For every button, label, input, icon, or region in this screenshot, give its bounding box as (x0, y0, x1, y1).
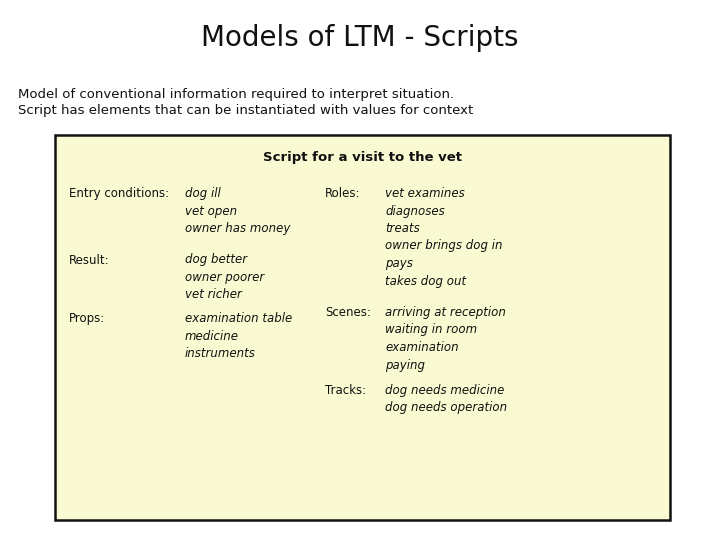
Text: instruments: instruments (185, 347, 256, 360)
Text: Props:: Props: (69, 312, 105, 325)
Text: owner has money: owner has money (185, 222, 290, 235)
Text: diagnoses: diagnoses (385, 205, 445, 218)
Text: takes dog out: takes dog out (385, 274, 466, 287)
Text: dog needs operation: dog needs operation (385, 402, 507, 415)
Text: Scenes:: Scenes: (325, 306, 371, 319)
Text: vet open: vet open (185, 205, 237, 218)
Text: Tracks:: Tracks: (325, 384, 366, 397)
Text: dog ill: dog ill (185, 187, 221, 200)
Text: owner poorer: owner poorer (185, 271, 264, 284)
Text: Result:: Result: (69, 253, 109, 267)
FancyBboxPatch shape (55, 135, 670, 520)
Text: Model of conventional information required to interpret situation.: Model of conventional information requir… (18, 88, 454, 101)
Text: examination: examination (385, 341, 459, 354)
Text: paying: paying (385, 359, 425, 372)
Text: Script for a visit to the vet: Script for a visit to the vet (263, 151, 462, 164)
Text: Script has elements that can be instantiated with values for context: Script has elements that can be instanti… (18, 104, 473, 117)
Text: Models of LTM - Scripts: Models of LTM - Scripts (202, 24, 518, 52)
Text: treats: treats (385, 222, 420, 235)
Text: examination table: examination table (185, 312, 292, 325)
Text: medicine: medicine (185, 329, 239, 342)
Text: Entry conditions:: Entry conditions: (69, 187, 169, 200)
Text: owner brings dog in: owner brings dog in (385, 240, 503, 253)
Text: dog needs medicine: dog needs medicine (385, 384, 505, 397)
Text: vet examines: vet examines (385, 187, 464, 200)
Text: arriving at reception: arriving at reception (385, 306, 506, 319)
Text: pays: pays (385, 257, 413, 270)
Text: vet richer: vet richer (185, 288, 242, 301)
Text: dog better: dog better (185, 253, 247, 267)
Text: waiting in room: waiting in room (385, 323, 477, 336)
Text: Roles:: Roles: (325, 187, 361, 200)
